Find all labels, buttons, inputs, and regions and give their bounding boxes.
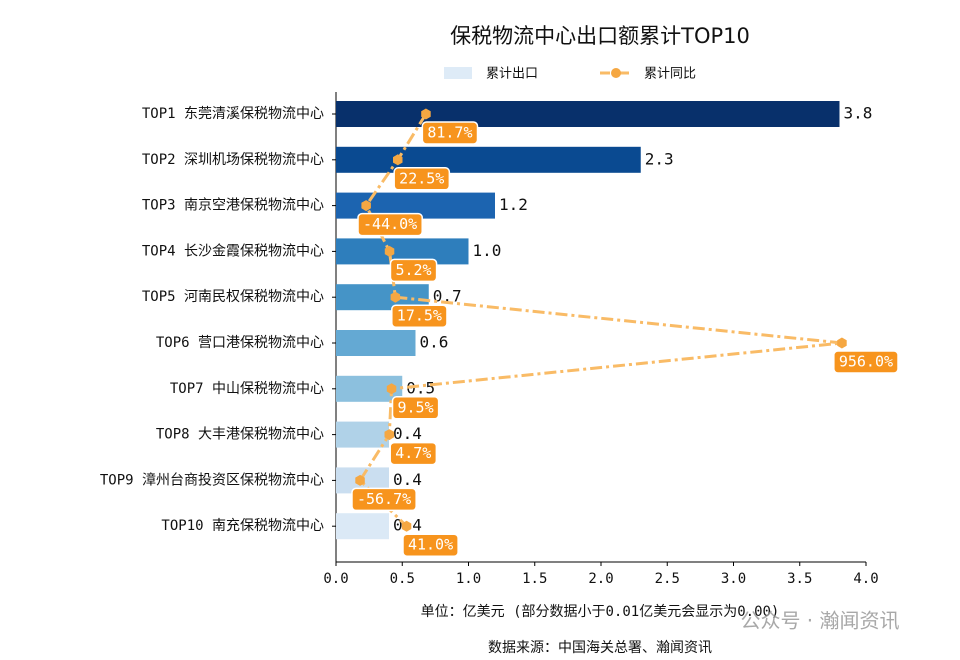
growth-marker <box>386 383 397 395</box>
bar <box>336 146 641 173</box>
watermark: 公众号 · 瀚闻资讯 <box>740 609 899 633</box>
source-note: 数据来源：中国海关总署、瀚闻资讯 <box>488 640 712 656</box>
growth-label: 17.5% <box>391 304 448 328</box>
y-tick-label: TOP3 南京空港保税物流中心 <box>142 198 324 214</box>
bar <box>336 330 416 356</box>
growth-label-box <box>833 350 899 374</box>
y-tick-label: TOP9 漳州台商投资区保税物流中心 <box>100 471 324 488</box>
growth-label-box <box>391 304 448 328</box>
growth-label-text: 41.0% <box>408 536 453 554</box>
growth-label: -44.0% <box>357 212 423 237</box>
legend-swatch <box>444 67 472 79</box>
growth-label: 81.7% <box>421 121 479 145</box>
y-tick-label: TOP7 中山保税物流中心 <box>170 381 324 397</box>
x-tick-label: 3.0 <box>721 571 746 587</box>
growth-label-text: 956.0% <box>839 353 893 371</box>
growth-marker <box>421 108 431 120</box>
bar-value-label: 0.5 <box>406 378 435 397</box>
growth-label-text: 5.2% <box>395 261 431 279</box>
bar <box>336 421 389 448</box>
legend-label: 累计出口 <box>486 67 538 82</box>
growth-label-box <box>351 487 417 512</box>
growth-marker <box>401 520 412 532</box>
growth-label: 9.5% <box>391 396 440 420</box>
x-tick-label: 0.5 <box>390 571 415 587</box>
growth-label-text: -44.0% <box>363 215 417 233</box>
y-tick-label: TOP5 河南民权保税物流中心 <box>142 289 324 305</box>
growth-label-box <box>421 121 479 145</box>
growth-label: 4.7% <box>389 441 438 466</box>
y-tick-label: TOP10 南充保税物流中心 <box>161 518 324 534</box>
bar-value-label: 1.0 <box>473 241 502 260</box>
x-tick-label: 1.5 <box>522 571 547 587</box>
growth-label-text: 4.7% <box>395 444 431 462</box>
growth-marker <box>361 200 371 212</box>
y-tick-label: TOP4 长沙金霞保税物流中心 <box>142 243 324 259</box>
growth-marker <box>355 474 365 486</box>
x-tick-label: 4.0 <box>853 571 878 587</box>
x-tick-label: 1.0 <box>456 571 481 587</box>
bar-value-label: 3.8 <box>844 104 873 123</box>
y-tick-label: TOP8 大丰港保税物流中心 <box>156 427 324 443</box>
chart-title: 保税物流中心出口额累计TOP10 <box>450 24 750 48</box>
growth-label-box <box>402 533 459 557</box>
growth-marker <box>384 245 395 257</box>
bar <box>336 101 840 127</box>
growth-label-box <box>389 441 438 466</box>
bar-value-label: 0.7 <box>433 287 462 306</box>
y-tick-label: TOP1 东莞清溪保税物流中心 <box>142 106 324 122</box>
growth-marker <box>384 429 395 441</box>
bar-value-label: 0.4 <box>393 424 422 443</box>
growth-label-text: -56.7% <box>357 490 411 508</box>
growth-label-box <box>357 212 423 237</box>
x-axis-label: 单位：亿美元 (部分数据小于0.01亿美元会显示为0.00) <box>421 604 780 620</box>
x-tick-label: 0.0 <box>323 571 348 587</box>
growth-label-box <box>389 258 438 283</box>
bar-value-label: 1.2 <box>499 195 528 214</box>
x-tick-label: 2.0 <box>588 571 613 587</box>
x-tick-label: 3.5 <box>787 571 812 587</box>
x-tick-label: 2.5 <box>655 571 680 587</box>
bar-value-label: 2.3 <box>645 149 674 168</box>
growth-label-box <box>391 396 440 420</box>
growth-label: 956.0% <box>833 350 899 374</box>
legend-label: 累计同比 <box>644 67 696 82</box>
growth-marker <box>393 154 403 166</box>
growth-label-text: 17.5% <box>397 307 442 325</box>
y-tick-label: TOP2 深圳机场保税物流中心 <box>142 152 324 168</box>
legend-marker <box>611 68 621 78</box>
bar-value-label: 0.4 <box>393 470 422 489</box>
growth-label-text: 22.5% <box>399 169 444 187</box>
growth-line <box>358 113 843 528</box>
growth-label: -56.7% <box>351 487 417 512</box>
growth-marker <box>837 337 847 349</box>
y-tick-label: TOP6 营口港保税物流中心 <box>156 335 324 351</box>
bar-value-label: 0.6 <box>420 333 449 352</box>
growth-label-text: 9.5% <box>398 398 434 416</box>
growth-label: 5.2% <box>389 258 438 283</box>
growth-label: 41.0% <box>402 533 459 557</box>
growth-marker <box>390 291 401 303</box>
growth-label-box <box>393 167 451 191</box>
growth-label: 22.5% <box>393 167 451 191</box>
bar <box>336 513 389 540</box>
growth-label-text: 81.7% <box>427 124 472 142</box>
